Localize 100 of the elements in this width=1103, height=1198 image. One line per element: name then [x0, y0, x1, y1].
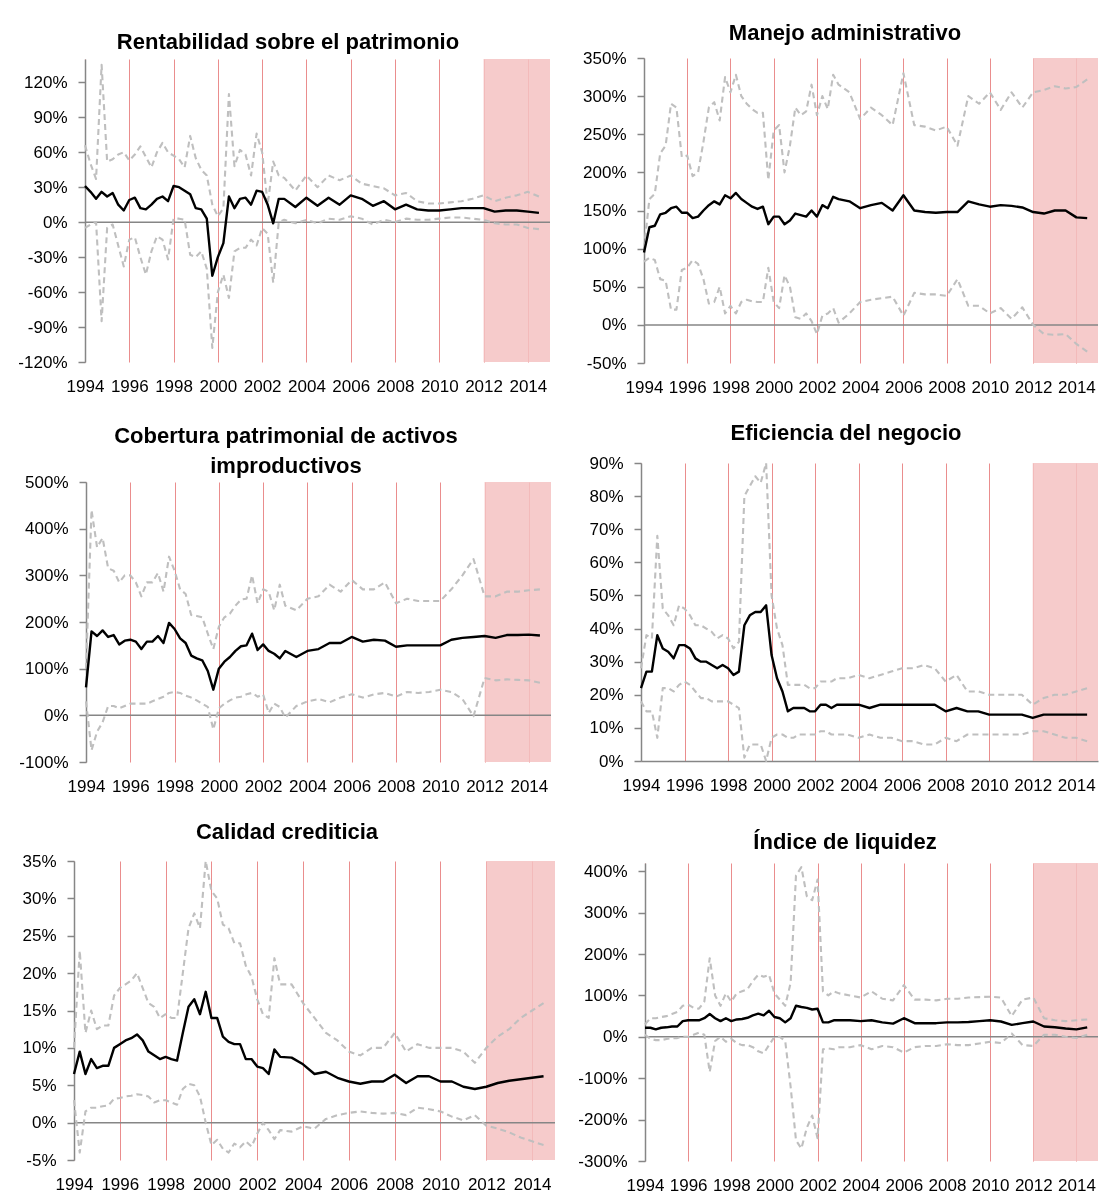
- x-tick-label: 2006: [332, 376, 371, 396]
- y-tick-label: 400%: [25, 519, 69, 539]
- y-tick-label: 30%: [33, 177, 68, 197]
- x-tick-label: 2008: [928, 377, 967, 397]
- x-tick-label: 2002: [799, 1175, 837, 1195]
- y-tick-label: 80%: [589, 486, 624, 506]
- chart-title: Índice de liquidez: [753, 829, 937, 855]
- y-tick-label: -50%: [586, 353, 627, 373]
- y-tick-label: -5%: [26, 1150, 57, 1170]
- y-tick-label: -100%: [19, 752, 69, 772]
- x-tick-label: 2008: [928, 1175, 967, 1195]
- y-tick-label: 400%: [584, 861, 628, 881]
- x-tick-label: 1996: [666, 775, 704, 795]
- x-tick-label: 2012: [466, 776, 504, 796]
- y-tick-label: 5%: [31, 1075, 57, 1095]
- y-tick-label: 20%: [589, 685, 624, 705]
- x-tick-label: 2004: [288, 376, 326, 396]
- y-tick-label: 50%: [589, 585, 624, 605]
- y-tick-label: 0%: [42, 212, 68, 232]
- x-tick-label: 1994: [626, 1175, 665, 1195]
- y-tick-label: 35%: [22, 851, 57, 871]
- x-tick-label: 1996: [111, 776, 150, 796]
- chart-title: Rentabilidad sobre el patrimonio: [116, 29, 460, 54]
- x-tick-label: 1996: [669, 1175, 708, 1195]
- x-tick-label: 1996: [110, 376, 149, 396]
- y-tick-label: -30%: [27, 247, 68, 267]
- x-tick-label: 2000: [199, 376, 238, 396]
- x-tick-label: 2004: [284, 1174, 323, 1194]
- x-tick-label: 2010: [422, 1174, 460, 1194]
- y-tick-label: 300%: [583, 86, 627, 106]
- y-tick-label: -60%: [27, 282, 68, 302]
- x-tick-label: 1998: [709, 775, 748, 795]
- y-tick-label: 500%: [25, 472, 69, 492]
- y-tick-label: 10%: [22, 1038, 57, 1058]
- x-tick-label: 2000: [193, 1174, 231, 1194]
- x-tick-label: 2012: [465, 376, 503, 396]
- chart-title: Cobertura patrimonial de activos improductivos: [114, 423, 458, 478]
- y-tick-label: 0%: [601, 315, 627, 335]
- x-tick-label: 2000: [755, 377, 794, 397]
- x-tick-label: 2006: [885, 377, 923, 397]
- x-tick-label: 2014: [509, 376, 548, 396]
- y-tick-label: -200%: [578, 1110, 628, 1130]
- x-tick-label: 2000: [753, 775, 791, 795]
- x-tick-label: 2004: [841, 377, 880, 397]
- x-tick-label: 2004: [289, 776, 327, 796]
- y-tick-label: 100%: [583, 239, 627, 259]
- y-tick-label: -120%: [18, 352, 68, 372]
- y-tick-label: 0%: [31, 1113, 57, 1133]
- x-tick-label: 1998: [712, 1175, 751, 1195]
- y-tick-label: 100%: [25, 659, 69, 679]
- x-tick-label: 2000: [200, 776, 239, 796]
- y-tick-label: 200%: [583, 162, 627, 182]
- y-tick-label: 150%: [583, 201, 627, 220]
- chart-title: Manejo administrativo: [728, 20, 962, 45]
- x-tick-label: 2006: [885, 1175, 924, 1195]
- x-tick-label: 1994: [55, 1174, 94, 1194]
- y-tick-label: 25%: [22, 926, 57, 946]
- x-tick-label: 2010: [421, 776, 460, 796]
- y-tick-label: 20%: [22, 963, 57, 983]
- y-tick-label: 300%: [25, 565, 69, 585]
- x-tick-label: 1998: [156, 776, 194, 796]
- x-tick-label: 2010: [971, 377, 1010, 397]
- x-tick-label: 1994: [625, 377, 664, 397]
- x-tick-label: 2008: [377, 776, 416, 796]
- x-tick-label: 2014: [1057, 775, 1096, 795]
- x-tick-label: 2010: [971, 1175, 1010, 1195]
- y-tick-label: 30%: [589, 652, 624, 672]
- y-tick-label: 40%: [589, 619, 624, 639]
- x-tick-label: 1998: [147, 1174, 186, 1194]
- y-tick-label: 90%: [33, 107, 68, 127]
- y-tick-label: 70%: [589, 519, 624, 539]
- x-tick-label: 2008: [927, 775, 966, 795]
- x-tick-label: 1998: [712, 377, 750, 397]
- x-tick-label: 1994: [66, 376, 105, 396]
- x-tick-label: 2010: [970, 775, 1009, 795]
- x-tick-label: 2012: [1014, 1175, 1053, 1195]
- x-tick-label: 2010: [420, 376, 459, 396]
- x-tick-label: 2002: [798, 377, 837, 397]
- x-tick-label: 2008: [376, 1174, 415, 1194]
- x-tick-label: 2002: [238, 1174, 277, 1194]
- y-tick-label: 250%: [583, 124, 627, 144]
- x-tick-label: 2006: [883, 775, 922, 795]
- x-tick-label: 2006: [330, 1174, 369, 1194]
- x-tick-label: 2012: [1014, 775, 1053, 795]
- x-tick-label: 1994: [622, 775, 661, 795]
- x-tick-label: 2014: [1057, 377, 1096, 397]
- chart-title: Calidad crediticia: [195, 819, 379, 844]
- y-tick-label: 0%: [602, 1027, 628, 1047]
- x-tick-label: 1996: [101, 1174, 140, 1194]
- chart-title: Eficiencia del negocio: [730, 420, 962, 445]
- x-tick-label: 2014: [1058, 1175, 1096, 1195]
- y-tick-label: 15%: [22, 1001, 57, 1020]
- x-tick-label: 1994: [67, 776, 106, 796]
- y-tick-label: 200%: [584, 944, 628, 964]
- y-tick-label: 60%: [33, 142, 68, 162]
- x-tick-label: 2000: [756, 1175, 794, 1195]
- y-tick-label: 120%: [24, 72, 68, 92]
- x-tick-label: 2002: [243, 376, 282, 396]
- x-tick-label: 2014: [513, 1174, 552, 1194]
- y-tick-label: 30%: [22, 888, 57, 908]
